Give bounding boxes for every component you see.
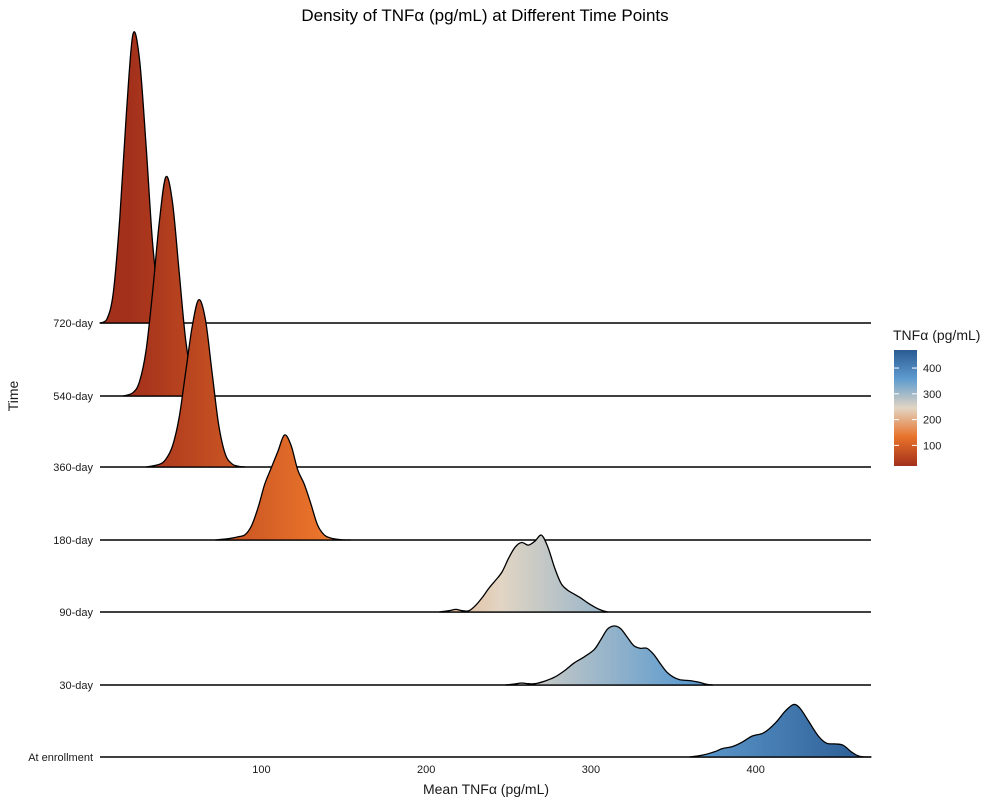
legend-colorbar	[894, 350, 917, 466]
x-tick-label: 100	[252, 764, 270, 776]
density-ridge-30-day	[504, 625, 714, 686]
y-tick-label: 90-day	[59, 607, 93, 619]
density-ridge-360-day	[145, 299, 246, 468]
y-tick-label: 720-day	[53, 318, 93, 330]
legend-tick-label: 200	[923, 415, 941, 427]
x-tick-label: 200	[417, 764, 435, 776]
legend-tick-label: 400	[923, 363, 941, 375]
x-axis-ticks: 100 200 300 400	[252, 764, 765, 776]
ridge-360-day	[100, 299, 871, 468]
legend-tick-label: 100	[923, 440, 941, 452]
y-tick-label: 360-day	[53, 462, 93, 474]
density-ridge-at-enrollment	[689, 703, 872, 758]
x-tick-label: 300	[582, 764, 600, 776]
density-ridge-90-day	[438, 534, 609, 613]
y-axis-ticks: At enrollment 30-day 90-day 180-day 360-day 5…	[28, 318, 93, 764]
legend-ticks: 100 200 300 400	[894, 363, 941, 452]
chart-title: Density of TNFα (pg/mL) at Different Tim…	[301, 6, 668, 25]
color-legend: TNFα (pg/mL) 100 200 300 400	[893, 327, 980, 466]
y-tick-label: At enrollment	[28, 752, 93, 764]
ridges	[99, 31, 872, 758]
ridge-180-day	[100, 434, 871, 541]
x-axis-title: Mean TNFα (pg/mL)	[423, 781, 549, 797]
ridge-720-day	[99, 31, 871, 324]
legend-tick-label: 300	[923, 389, 941, 401]
ridge-540-day	[100, 175, 871, 397]
y-axis-title: Time	[5, 380, 21, 411]
x-tick-label: 400	[746, 764, 764, 776]
ridge-at-enrollment	[100, 703, 872, 758]
legend-title: TNFα (pg/mL)	[893, 327, 980, 343]
ridge-90-day	[100, 534, 871, 613]
ridge-30-day	[100, 625, 871, 686]
density-ridge-180-day	[214, 434, 352, 541]
y-tick-label: 180-day	[53, 535, 93, 547]
y-tick-label: 540-day	[53, 391, 93, 403]
y-tick-label: 30-day	[59, 680, 93, 692]
